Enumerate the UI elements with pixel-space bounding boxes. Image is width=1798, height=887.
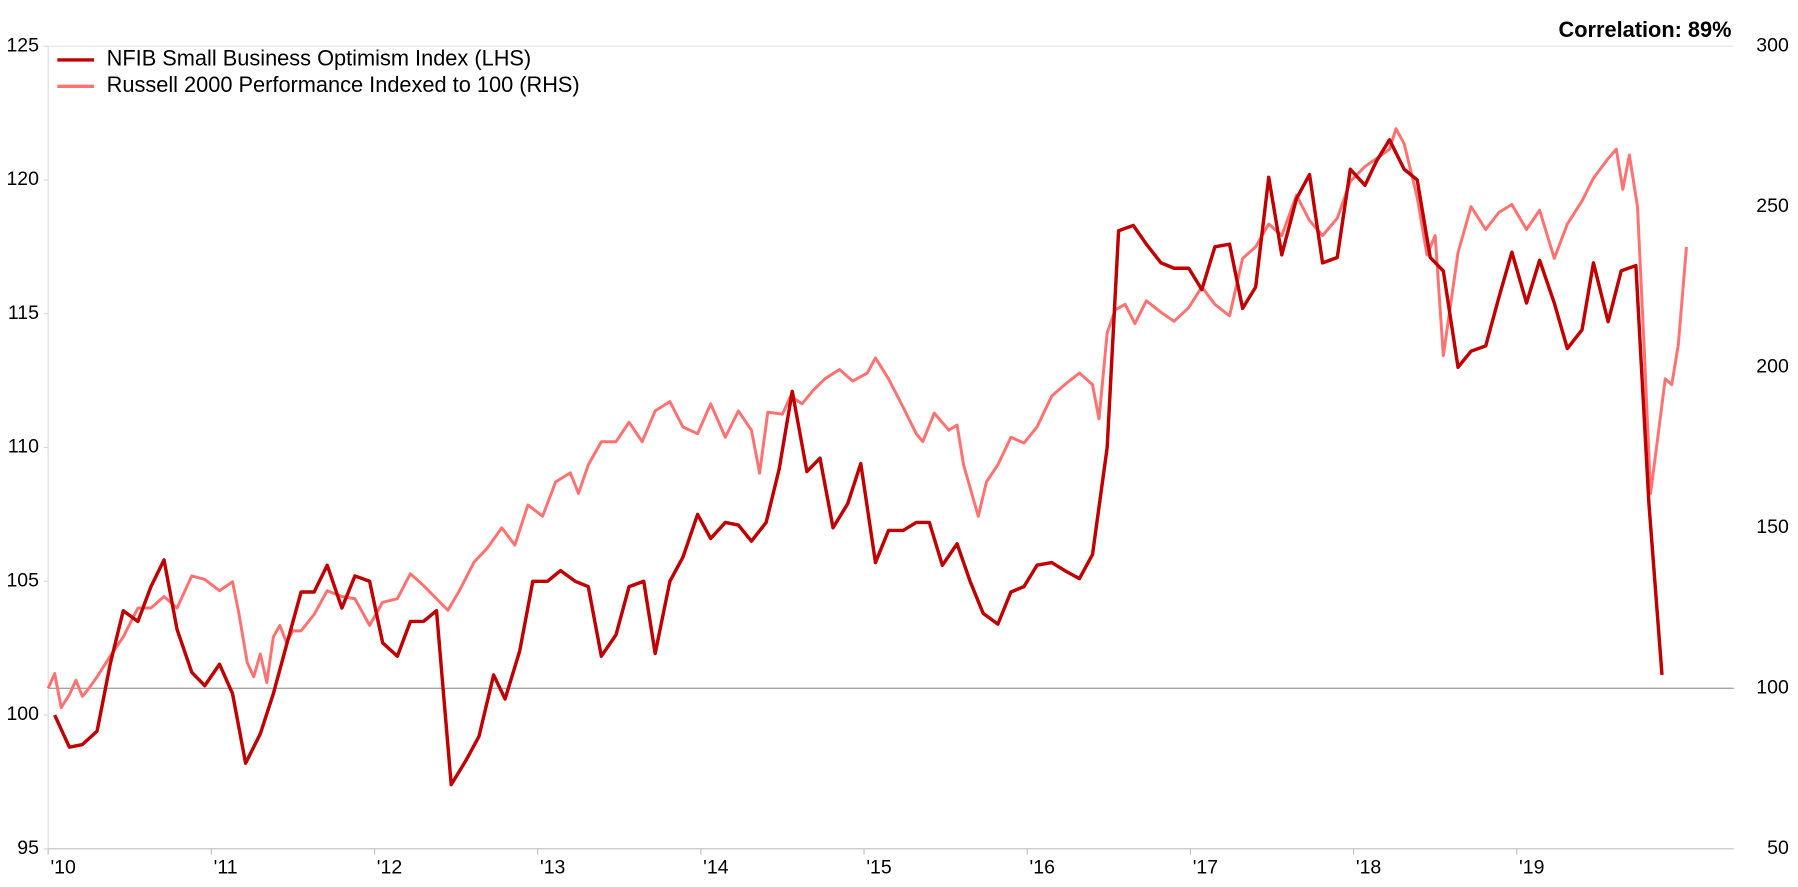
y-tick-label: 120 [6,168,39,190]
x-tick-label: '13 [540,857,565,879]
x-tick-label: '15 [866,857,892,879]
y-tick-label: 105 [6,569,39,591]
y2-tick-label: 150 [1756,516,1789,538]
y-tick-label: 115 [8,302,39,324]
series-line [46,127,1688,710]
x-tick-label: '19 [1519,857,1544,879]
y-tick-label: 100 [6,703,39,725]
y-tick-label: 95 [17,837,39,859]
y2-tick-label: 300 [1756,34,1789,56]
x-tick-label: '14 [703,857,729,879]
series-line [53,138,1664,787]
y-tick-label: 125 [6,34,39,56]
annotation: Correlation: 89% [1559,17,1732,42]
legend-label: NFIB Small Business Optimism Index (LHS) [107,46,532,71]
x-tick-label: '16 [1030,857,1055,879]
x-tick-label: '11 [214,857,238,879]
x-tick-label: '17 [1193,857,1218,879]
y-tick-label: 110 [8,436,39,458]
y2-tick-label: 250 [1756,195,1789,217]
legend-label: Russell 2000 Performance Indexed to 100 … [107,72,580,97]
y2-tick-label: 50 [1767,837,1789,859]
y2-tick-label: 100 [1756,676,1789,698]
x-tick-label: '10 [50,857,76,879]
x-tick-label: '18 [1356,857,1381,879]
y2-tick-label: 200 [1756,355,1789,377]
x-tick-label: '12 [377,857,402,879]
